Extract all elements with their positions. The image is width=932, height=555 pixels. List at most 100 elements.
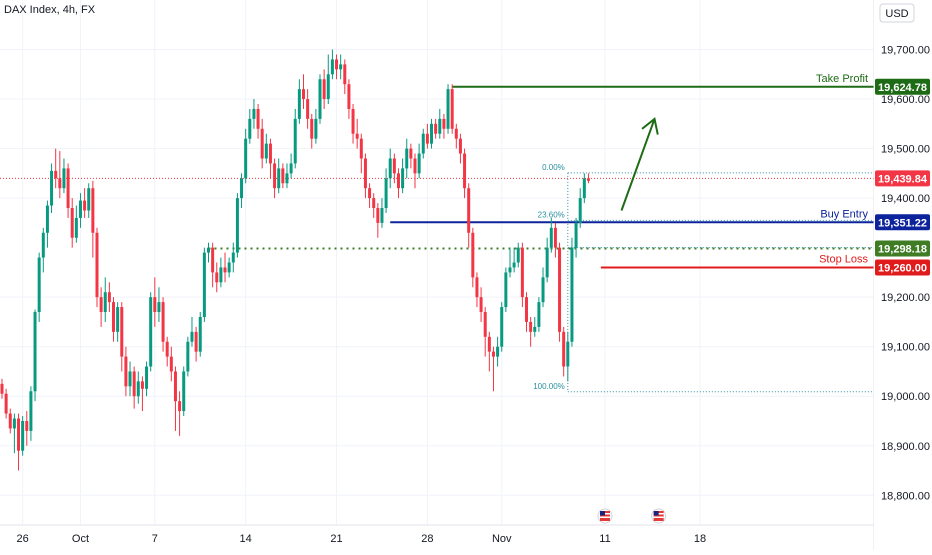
us-flag-icon xyxy=(651,508,667,524)
candle-body xyxy=(273,163,277,189)
time-axis[interactable]: 26 Oct 7 14 21 28 Nov 11 18 xyxy=(17,533,707,545)
candle-body xyxy=(112,302,116,332)
candle-body xyxy=(401,168,405,189)
candle-body xyxy=(182,371,186,412)
candle-body xyxy=(215,272,219,283)
candle-body xyxy=(487,336,491,352)
level-badge xyxy=(875,214,930,231)
candle-body xyxy=(467,188,471,233)
target-arrow-shaft xyxy=(620,118,656,211)
candle-body xyxy=(87,188,91,211)
candle-body xyxy=(301,89,305,100)
last-price-badge-text: 19,439.84 xyxy=(878,173,928,185)
candle-body xyxy=(504,272,508,308)
candle-body xyxy=(244,138,248,179)
candle-body xyxy=(235,198,239,253)
time-tick-label: 21 xyxy=(330,533,342,545)
candle-body xyxy=(124,356,128,387)
candle-body xyxy=(240,178,244,199)
candle-body xyxy=(285,173,289,184)
candle-body xyxy=(107,292,111,303)
level-badge xyxy=(875,259,930,276)
candle-body xyxy=(570,247,574,342)
price-axis[interactable]: 19,700.00 19,600.00 19,500.00 19,400.00 19,2… xyxy=(881,45,930,503)
currency-button[interactable] xyxy=(879,3,915,23)
candle-body xyxy=(103,292,107,313)
candle-body xyxy=(306,99,310,119)
candle-body xyxy=(458,138,462,154)
price-tick-label: 19,600.00 xyxy=(881,94,930,106)
candle-body xyxy=(384,178,388,209)
candle-body xyxy=(376,208,380,223)
price-tick-label: 19,500.00 xyxy=(881,144,930,156)
time-tick-label: 26 xyxy=(17,533,29,545)
candle-body xyxy=(438,118,442,134)
price-badges: 19,624.78 19,351.22 19,298.18 19,260.00 19,4… xyxy=(875,78,930,276)
candle-body xyxy=(120,307,124,357)
candle-body xyxy=(140,381,144,389)
candle-body xyxy=(25,420,29,431)
candle-body xyxy=(132,371,136,397)
candle-body xyxy=(0,383,4,394)
last-price-badge xyxy=(875,170,930,187)
time-tick-label: 18 xyxy=(694,533,706,545)
price-tick-label: 19,200.00 xyxy=(881,292,930,304)
candle-body xyxy=(425,133,429,144)
candle-body xyxy=(380,208,384,223)
flag-stripe xyxy=(599,516,610,518)
candle-body xyxy=(508,267,512,273)
candle-body xyxy=(83,200,87,211)
level-lines: Take Profit Buy Entry Stop Loss xyxy=(0,73,874,269)
candle-body xyxy=(330,59,334,75)
symbol-title: DAX Index, 4h, FX xyxy=(4,4,96,16)
candle-body xyxy=(310,118,314,139)
candle-body xyxy=(231,252,235,263)
candle-body xyxy=(537,302,541,327)
time-tick-label: 11 xyxy=(599,533,610,545)
candle-body xyxy=(99,297,103,313)
candle-body xyxy=(281,168,285,184)
candle-body xyxy=(368,188,372,199)
candle-body xyxy=(153,297,157,313)
candle-body xyxy=(491,351,495,357)
level-label: Buy Entry xyxy=(820,208,868,220)
candle-body xyxy=(21,420,25,451)
fib-level-label: 100.00% xyxy=(533,382,565,391)
candle-body xyxy=(223,267,227,273)
candle-body xyxy=(355,133,359,139)
us-flag-icon xyxy=(597,508,613,524)
candle-body xyxy=(475,277,479,298)
candle-body xyxy=(207,247,210,253)
candle-body xyxy=(558,247,562,332)
price-tick-label: 18,900.00 xyxy=(881,441,930,453)
target-arrow-head xyxy=(641,117,659,135)
candle-body xyxy=(417,153,421,174)
candlestick-series xyxy=(0,49,590,471)
candle-body xyxy=(58,178,62,189)
candle-body xyxy=(78,200,82,218)
level-badge-text: 19,351.22 xyxy=(878,217,927,229)
candle-body xyxy=(529,321,533,332)
candle-body xyxy=(264,143,268,159)
flag-stripes xyxy=(599,511,610,521)
candle-body xyxy=(37,257,41,313)
time-tick-label: 28 xyxy=(421,533,433,545)
candle-body xyxy=(549,227,553,248)
candle-body xyxy=(582,178,586,199)
candle-body xyxy=(562,331,566,367)
candle-body xyxy=(50,170,54,206)
candle-body xyxy=(392,158,396,174)
candle-body xyxy=(161,302,165,342)
candle-body xyxy=(421,133,425,154)
flag-stripes xyxy=(653,511,664,521)
level-badge-text: 19,260.00 xyxy=(878,262,927,274)
candle-body xyxy=(500,307,504,347)
candle-body xyxy=(434,123,438,134)
candle-body xyxy=(178,401,182,412)
candle-body xyxy=(145,366,149,389)
level-badge-text: 19,624.78 xyxy=(878,82,927,94)
flag-stripe xyxy=(653,516,664,518)
candle-body xyxy=(157,302,161,313)
candle-body xyxy=(202,252,206,317)
